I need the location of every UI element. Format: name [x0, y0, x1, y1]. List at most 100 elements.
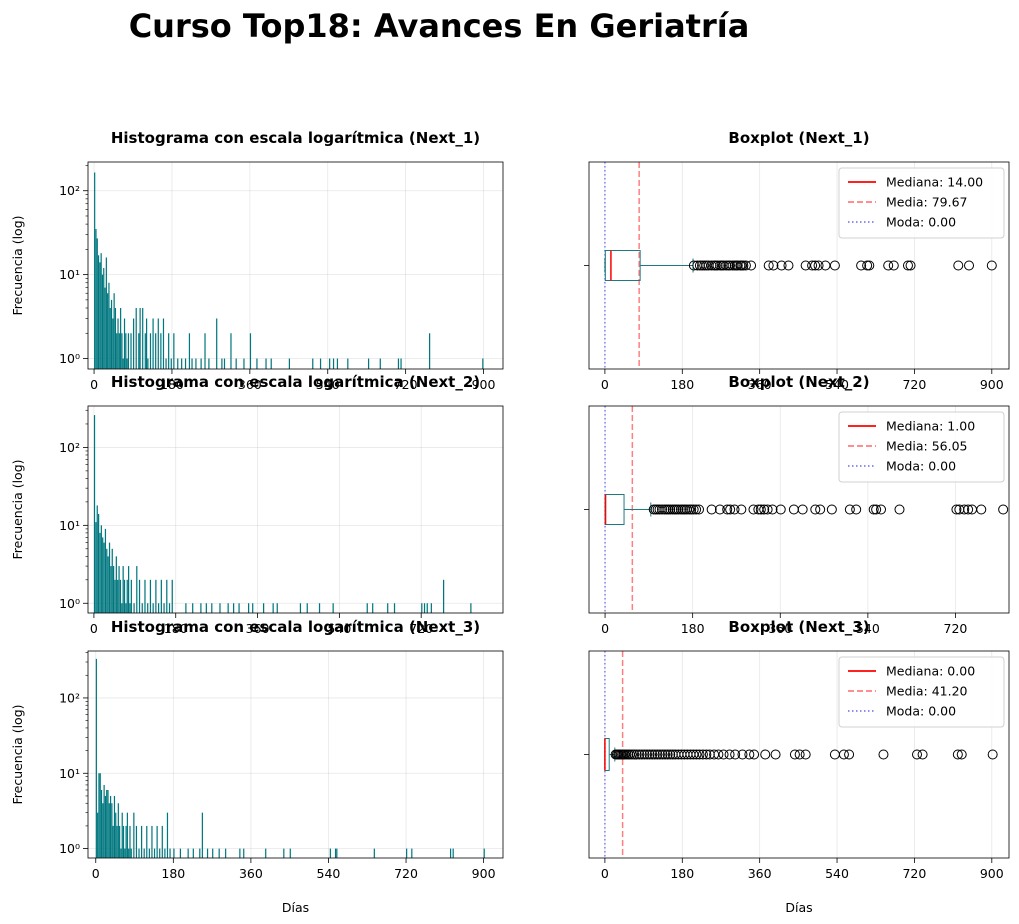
y-tick-label: 10⁰: [59, 596, 80, 611]
histogram-bar: [153, 848, 156, 858]
histogram-bar: [122, 358, 124, 369]
outliers: [648, 504, 1009, 515]
histogram-bar: [423, 603, 426, 613]
histogram-bar: [221, 358, 223, 369]
outlier-point: [964, 260, 975, 271]
x-tick-label: 720: [394, 377, 418, 392]
histogram-bar: [158, 603, 160, 613]
subplot-4: 0 180 360 540 720 Boxplot (Next_2) Mediana: 1.…: [584, 373, 1010, 636]
histogram-bar: [243, 848, 245, 858]
histogram-bar: [129, 825, 131, 858]
histogram-bar: [366, 603, 368, 613]
outlier-point: [660, 749, 671, 760]
histogram-bar: [482, 358, 484, 369]
histogram-bar: [105, 257, 107, 369]
histogram-bar: [123, 318, 126, 369]
histogram-bar: [155, 333, 157, 369]
axes-frame: [87, 405, 504, 614]
histogram-bar: [96, 505, 98, 613]
histogram-bar: [483, 848, 485, 858]
y-tick-label: 10¹: [59, 267, 80, 282]
histogram-bar: [119, 825, 121, 858]
x-tick-label: 540: [856, 621, 880, 636]
histogram-bar: [272, 603, 274, 613]
histogram-bar: [95, 228, 97, 369]
histogram-bar: [122, 825, 125, 858]
plot-area: [88, 651, 503, 858]
histogram-bar: [95, 522, 97, 613]
histogram-bar: [160, 579, 162, 613]
legend-entry-label: Moda: 0.00: [886, 459, 956, 474]
outlier-point: [810, 504, 821, 515]
histogram-bar: [117, 579, 119, 613]
x-axis-label: Días: [282, 900, 309, 915]
histogram-bar: [332, 358, 335, 369]
outlier-point: [740, 260, 751, 271]
outlier-point: [775, 504, 786, 515]
y-tick-label: 10²: [59, 690, 80, 705]
outlier-point: [649, 749, 660, 760]
histogram-bar: [179, 848, 181, 858]
histogram-bar: [248, 603, 250, 613]
outlier-point: [759, 504, 770, 515]
y-tick-label: 10⁰: [59, 351, 80, 366]
histogram-bar: [96, 238, 98, 369]
bars: [93, 415, 472, 613]
subplot-title: Boxplot (Next_1): [728, 129, 869, 147]
histogram-bar: [138, 579, 141, 613]
outlier-point: [987, 749, 998, 760]
histogram-bar: [152, 603, 154, 613]
histogram-bar: [155, 579, 157, 613]
outlier-point: [815, 504, 826, 515]
outlier-point: [951, 504, 962, 515]
histogram-bar: [98, 773, 100, 858]
panels: 0 180 360 540 720 900 10⁰ 10¹ 10² Frecuencia (log…: [10, 129, 1010, 915]
histogram-bar: [411, 848, 413, 858]
outlier-point: [697, 749, 708, 760]
histogram-bar: [139, 308, 141, 369]
outliers: [688, 260, 997, 271]
histogram-bar: [148, 848, 150, 858]
outlier-point: [851, 504, 862, 515]
histogram-bar: [108, 542, 111, 613]
outlier-point: [864, 260, 875, 271]
histogram-bar: [119, 579, 122, 613]
x-tick-label: 360: [748, 377, 772, 392]
histogram-bar: [429, 333, 431, 369]
histogram-bar: [235, 358, 237, 369]
y-tick-label: 10¹: [59, 518, 80, 533]
subplot-title: Histograma con escala logarítmica (Next_…: [111, 373, 480, 391]
histogram-bar: [116, 825, 118, 858]
histogram-bar: [100, 525, 102, 613]
histogram-bar: [112, 318, 114, 369]
outlier-point: [639, 749, 650, 760]
x-tick-label: 180: [164, 621, 188, 636]
histogram-bar: [109, 795, 112, 858]
subplot-title: Histograma con escala logarítmica (Next_…: [111, 129, 480, 147]
histogram-bar: [120, 848, 122, 858]
axes-frame: [588, 405, 1010, 614]
histogram-bar: [135, 308, 137, 369]
histogram-bar: [133, 318, 135, 369]
legend-entry-label: Moda: 0.00: [886, 215, 956, 230]
histogram-bar: [470, 603, 472, 613]
outlier-point: [888, 260, 899, 271]
legend-box: [838, 167, 1005, 239]
histogram-bar: [116, 333, 118, 369]
x-tick-label: 900: [472, 866, 496, 881]
histogram-bar: [225, 848, 227, 858]
histogram-bar: [114, 579, 116, 613]
histogram-bar: [195, 358, 197, 369]
x-tick-label: 720: [944, 621, 968, 636]
outlier-point: [760, 749, 771, 760]
outlier-point: [688, 260, 699, 271]
histogram-bar: [144, 579, 146, 613]
histogram-bar: [443, 579, 445, 613]
histogram-bar: [130, 333, 132, 369]
histogram-bar: [121, 603, 123, 613]
histogram-bar: [169, 848, 171, 858]
outlier-point: [894, 504, 905, 515]
histogram-bar: [130, 579, 132, 613]
outlier-point: [713, 749, 724, 760]
x-tick-label: 900: [980, 866, 1004, 881]
